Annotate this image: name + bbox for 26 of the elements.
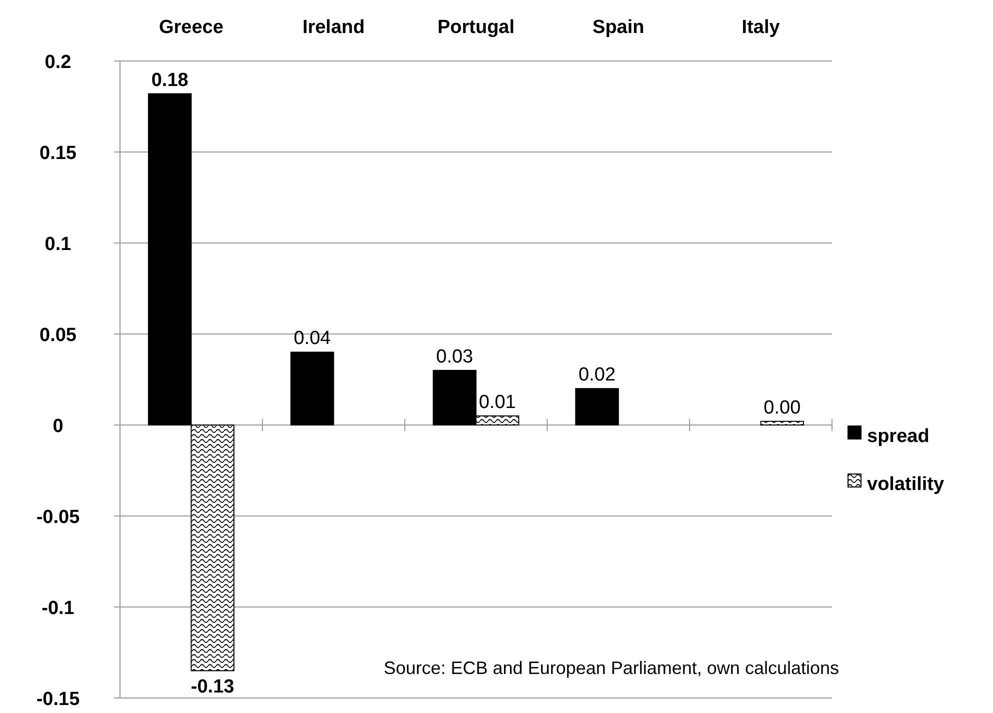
data-label: 0.18	[151, 70, 188, 91]
x-tick-label: Greece	[158, 17, 224, 38]
x-tick-label: Spain	[592, 17, 644, 38]
bar	[760, 420, 804, 426]
legend-label: volatility	[867, 474, 945, 495]
data-label: 0.03	[436, 346, 474, 368]
data-label: -0.13	[190, 676, 234, 698]
y-tick-label: -0.05	[36, 507, 80, 528]
data-label: 0.02	[578, 364, 616, 386]
y-tick-label: 0.2	[44, 52, 72, 73]
legend-label: spread	[867, 426, 930, 447]
y-tick-label: 0	[52, 416, 64, 437]
data-label: 0.04	[294, 328, 332, 350]
y-tick-label: 0.15	[40, 143, 77, 164]
y-tick-label: 0.05	[40, 325, 77, 346]
x-tick-label: Italy	[742, 17, 780, 38]
x-tick-label: Portugal	[437, 17, 515, 38]
bar	[290, 352, 334, 426]
annotation: Source: ECB and European Parliament, own calculations	[384, 658, 839, 678]
y-tick-label: 0.1	[44, 234, 72, 255]
bar	[575, 388, 619, 426]
data-label: 0.00	[764, 397, 801, 418]
data-label: 0.01	[478, 392, 516, 413]
x-tick-label: Ireland	[302, 17, 365, 38]
y-tick-label: -0.15	[36, 689, 80, 710]
y-tick-label: -0.1	[42, 598, 75, 619]
